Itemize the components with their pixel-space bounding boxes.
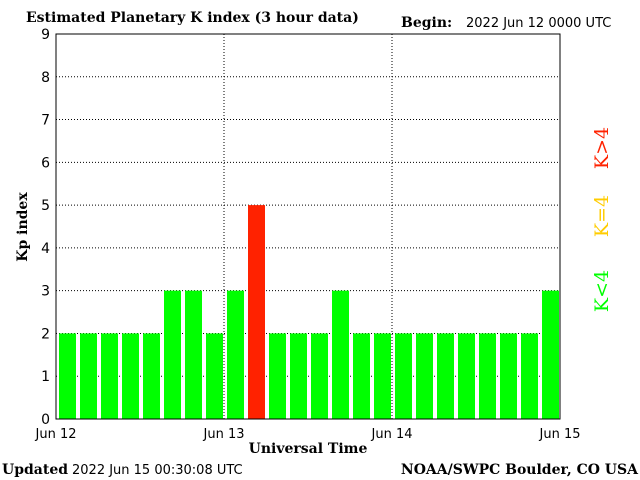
updated-value: 2022 Jun 15 00:30:08 UTC: [72, 463, 243, 478]
bar: [164, 290, 181, 419]
x-tick-label: Jun 14: [371, 427, 413, 442]
bar: [500, 333, 517, 419]
y-tick-label: 6: [41, 155, 50, 171]
bar: [143, 333, 160, 419]
begin-label: Begin:: [401, 15, 452, 31]
bar: [479, 333, 496, 419]
x-tick-label: Jun 15: [539, 427, 581, 442]
y-tick-label: 0: [41, 412, 50, 428]
begin-value: 2022 Jun 12 0000 UTC: [466, 16, 611, 31]
y-tick-label: 1: [41, 369, 50, 385]
legend-equal: K=4: [591, 195, 613, 237]
y-tick-label: 5: [41, 198, 50, 214]
bar: [542, 290, 559, 419]
x-tick-label: Jun 12: [35, 427, 77, 442]
bar: [311, 333, 328, 419]
legend-low: K<4: [591, 270, 613, 312]
bar: [395, 333, 412, 419]
y-tick-labels: 0 1 2 3 4 5 6 7 8 9: [41, 27, 50, 428]
y-axis-label: Kp index: [15, 192, 31, 262]
y-tick-label: 4: [41, 241, 50, 257]
bar: [122, 333, 139, 419]
source-credit: NOAA/SWPC Boulder, CO USA: [401, 462, 639, 478]
x-tick-label: Jun 13: [203, 427, 245, 442]
bar: [290, 333, 307, 419]
y-tick-label: 2: [41, 326, 50, 342]
bar: [269, 333, 286, 419]
bars: [59, 205, 559, 419]
bar: [353, 333, 370, 419]
x-tick-labels: Jun 12 Jun 13 Jun 14 Jun 15: [35, 427, 581, 442]
y-tick-label: 9: [41, 27, 50, 43]
bar: [437, 333, 454, 419]
bar: [248, 205, 265, 419]
plot-frame: [55, 33, 561, 420]
y-tick-label: 3: [41, 284, 50, 300]
legend-high: K>4: [591, 127, 613, 169]
y-tick-label: 8: [41, 70, 50, 86]
bar: [206, 333, 223, 419]
bar: [80, 333, 97, 419]
bar: [374, 333, 391, 419]
bar: [185, 290, 202, 419]
updated-label: Updated: [2, 462, 68, 478]
bar: [521, 333, 538, 419]
bar: [59, 333, 76, 419]
bar: [227, 290, 244, 419]
bar: [458, 333, 475, 419]
bar: [332, 290, 349, 419]
chart-title: Estimated Planetary K index (3 hour data…: [26, 10, 359, 26]
bar: [101, 333, 118, 419]
bar: [416, 333, 433, 419]
x-axis-label: Universal Time: [249, 441, 368, 457]
y-tick-label: 7: [41, 113, 50, 129]
